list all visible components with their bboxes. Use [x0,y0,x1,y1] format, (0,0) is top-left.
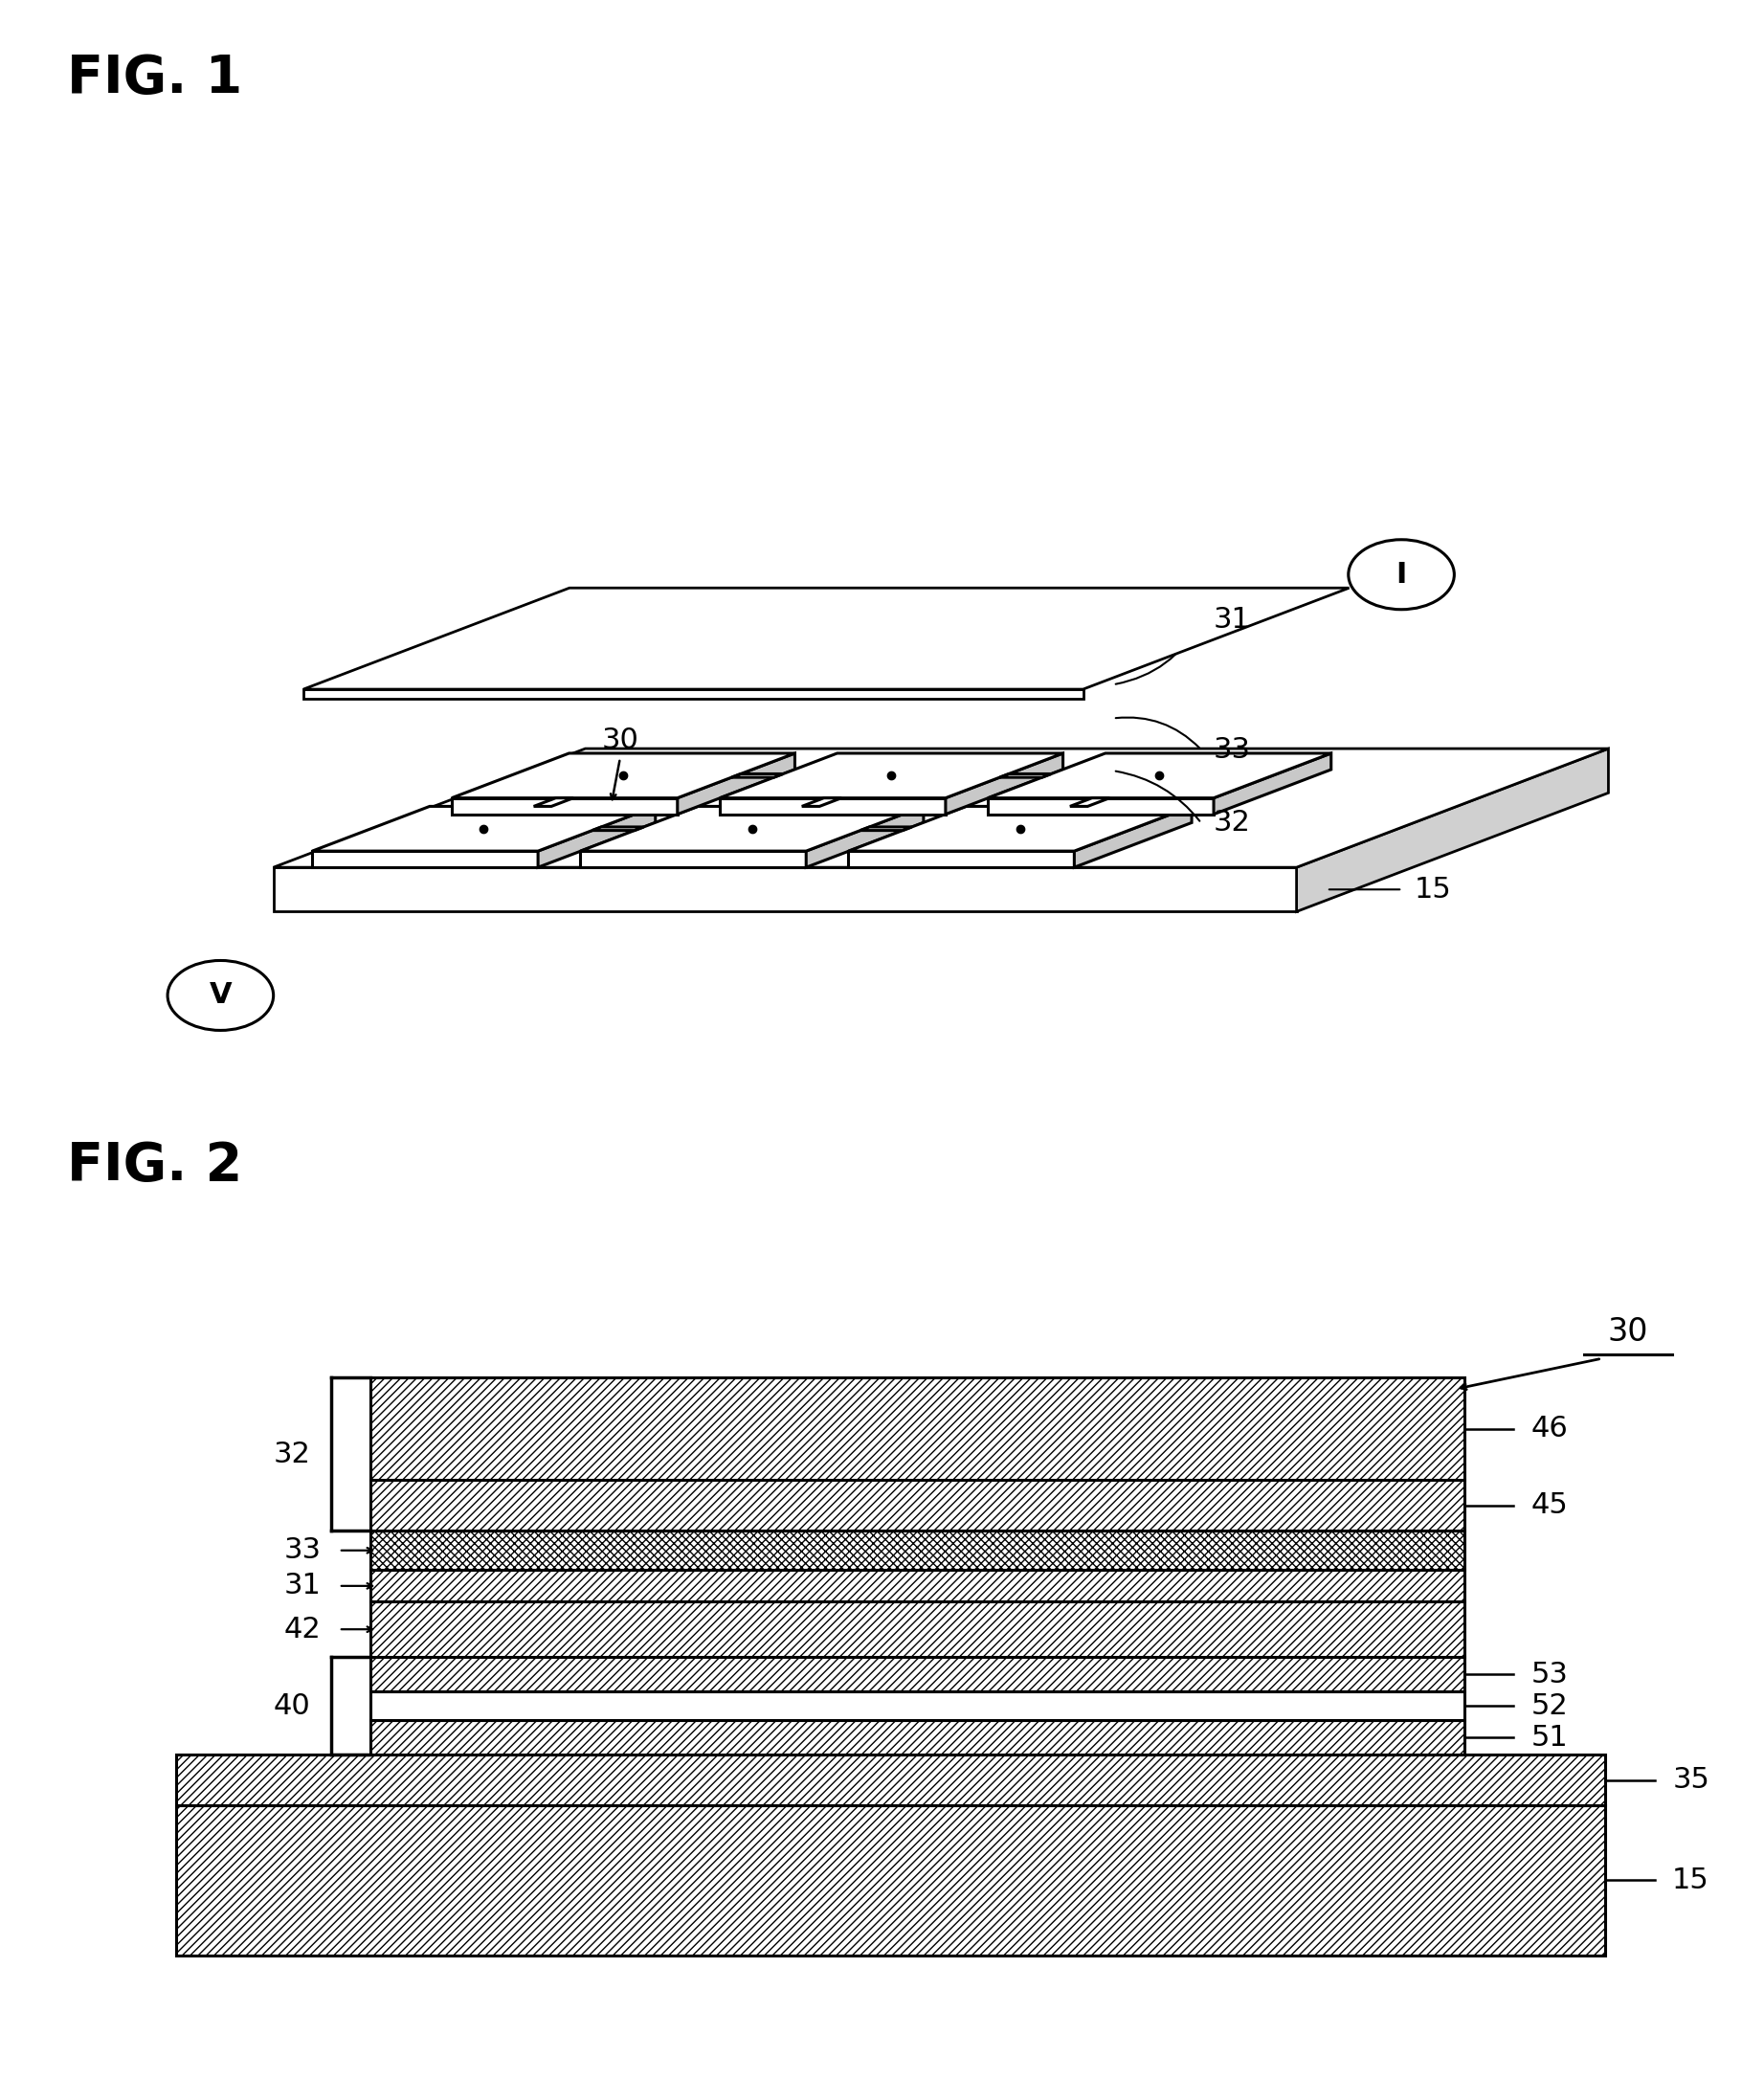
Circle shape [1348,541,1454,609]
Polygon shape [1214,753,1332,815]
Text: 15: 15 [1415,875,1452,904]
Polygon shape [303,690,1083,699]
Text: V: V [210,981,231,1008]
Polygon shape [273,867,1297,911]
Polygon shape [452,798,677,815]
Polygon shape [538,807,656,867]
Text: 31: 31 [1214,605,1251,634]
Polygon shape [848,807,1192,850]
Circle shape [168,960,273,1031]
Bar [370,1601,1464,1657]
Polygon shape [1074,807,1192,867]
Polygon shape [803,798,841,807]
Text: I: I [1395,561,1406,588]
Bar [370,1480,1464,1530]
Polygon shape [861,827,912,830]
Text: 52: 52 [1531,1692,1568,1719]
Text: 15: 15 [1672,1867,1709,1894]
Text: 32: 32 [1214,809,1251,838]
Polygon shape [273,748,1609,867]
Polygon shape [452,753,796,798]
Polygon shape [1071,798,1110,807]
Polygon shape [946,753,1064,815]
Text: 42: 42 [284,1615,321,1642]
Text: 51: 51 [1531,1723,1568,1751]
Text: FIG. 2: FIG. 2 [67,1139,242,1191]
Polygon shape [1297,748,1609,911]
Text: 33: 33 [1214,736,1251,763]
Polygon shape [988,798,1214,815]
Bar [176,1755,1605,1805]
Bar [370,1657,1464,1692]
Text: 53: 53 [1531,1661,1568,1688]
Polygon shape [806,807,924,867]
Text: 30: 30 [1607,1316,1649,1347]
Polygon shape [534,798,573,807]
Polygon shape [677,753,796,815]
Polygon shape [593,827,644,830]
Text: 46: 46 [1531,1416,1568,1443]
Text: 45: 45 [1531,1491,1568,1520]
Polygon shape [988,753,1332,798]
Bar [176,1805,1605,1954]
Polygon shape [1000,773,1051,778]
Bar [370,1530,1464,1570]
Polygon shape [312,850,538,867]
Text: FIG. 1: FIG. 1 [67,52,242,104]
Text: 30: 30 [602,728,639,755]
Bar [370,1570,1464,1601]
Bar [370,1692,1464,1719]
Text: 32: 32 [273,1441,310,1468]
Polygon shape [312,807,656,850]
Text: 40: 40 [273,1692,310,1719]
Polygon shape [720,753,1064,798]
Polygon shape [580,807,924,850]
Text: 35: 35 [1672,1767,1709,1794]
Bar [370,1378,1464,1480]
Text: 33: 33 [284,1536,321,1563]
Polygon shape [580,850,806,867]
Polygon shape [732,773,783,778]
Polygon shape [720,798,946,815]
Polygon shape [303,588,1349,690]
Polygon shape [848,850,1074,867]
Text: 31: 31 [284,1572,321,1599]
Bar [370,1719,1464,1755]
